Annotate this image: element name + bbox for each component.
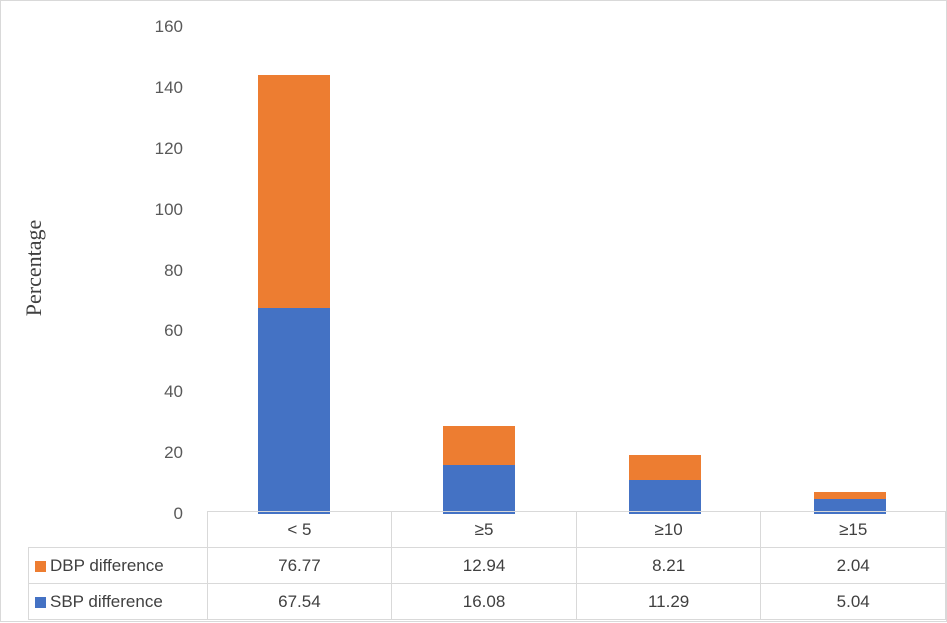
y-axis-title: Percentage: [21, 219, 46, 317]
blank-cell: [28, 511, 208, 548]
bar-segment: [443, 425, 516, 466]
category-row: < 5 ≥5 ≥10 ≥15: [28, 511, 946, 548]
bar-segment: [814, 498, 887, 514]
category-cell: ≥15: [760, 511, 946, 548]
legend-label: SBP difference: [50, 591, 163, 611]
y-axis: 0 20 40 60 80 100 120 140 160: [121, 1, 183, 623]
stacked-bar: [443, 425, 516, 514]
y-tick: 40: [164, 382, 183, 401]
y-tick: 60: [164, 321, 183, 340]
y-tick: 80: [164, 261, 183, 280]
orange-swatch-icon: [35, 560, 46, 572]
y-tick: 20: [164, 443, 183, 462]
table-row-dbp: DBP difference 76.77 12.94 8.21 2.04: [28, 547, 946, 584]
y-tick: 160: [154, 17, 183, 36]
y-tick: 100: [154, 200, 183, 219]
value-cell: 16.08: [391, 583, 577, 620]
value-cell: 2.04: [760, 547, 946, 584]
bar-segment: [814, 492, 887, 499]
value-cell: 8.21: [575, 547, 762, 584]
legend-entry-dbp: DBP difference: [28, 547, 208, 584]
category-cell: ≥5: [391, 511, 577, 548]
bar-segment: [443, 465, 516, 514]
stacked-bar: [814, 492, 887, 514]
plot-area: [201, 27, 943, 514]
data-table: < 5 ≥5 ≥10 ≥15 DBP difference 76.77 12.9…: [28, 511, 946, 620]
bar-segment: [628, 479, 701, 514]
value-cell: 5.04: [760, 583, 946, 620]
value-cell: 12.94: [391, 547, 577, 584]
category-cell: ≥10: [575, 511, 762, 548]
bar-segment: [257, 74, 330, 309]
value-cell: 76.77: [206, 547, 393, 584]
value-cell: 11.29: [575, 583, 762, 620]
bar-segment: [257, 308, 330, 514]
value-cell: 67.54: [206, 583, 393, 620]
stacked-bar: [257, 74, 330, 514]
table-row-sbp: SBP difference 67.54 16.08 11.29 5.04: [28, 583, 946, 620]
legend-label: DBP difference: [50, 555, 164, 575]
bar-segment: [628, 454, 701, 480]
y-tick: 120: [154, 139, 183, 158]
legend-entry-sbp: SBP difference: [28, 583, 208, 620]
blue-swatch-icon: [35, 596, 46, 608]
stacked-bar: [628, 454, 701, 514]
y-tick: 140: [154, 78, 183, 97]
category-cell: < 5: [206, 511, 393, 548]
